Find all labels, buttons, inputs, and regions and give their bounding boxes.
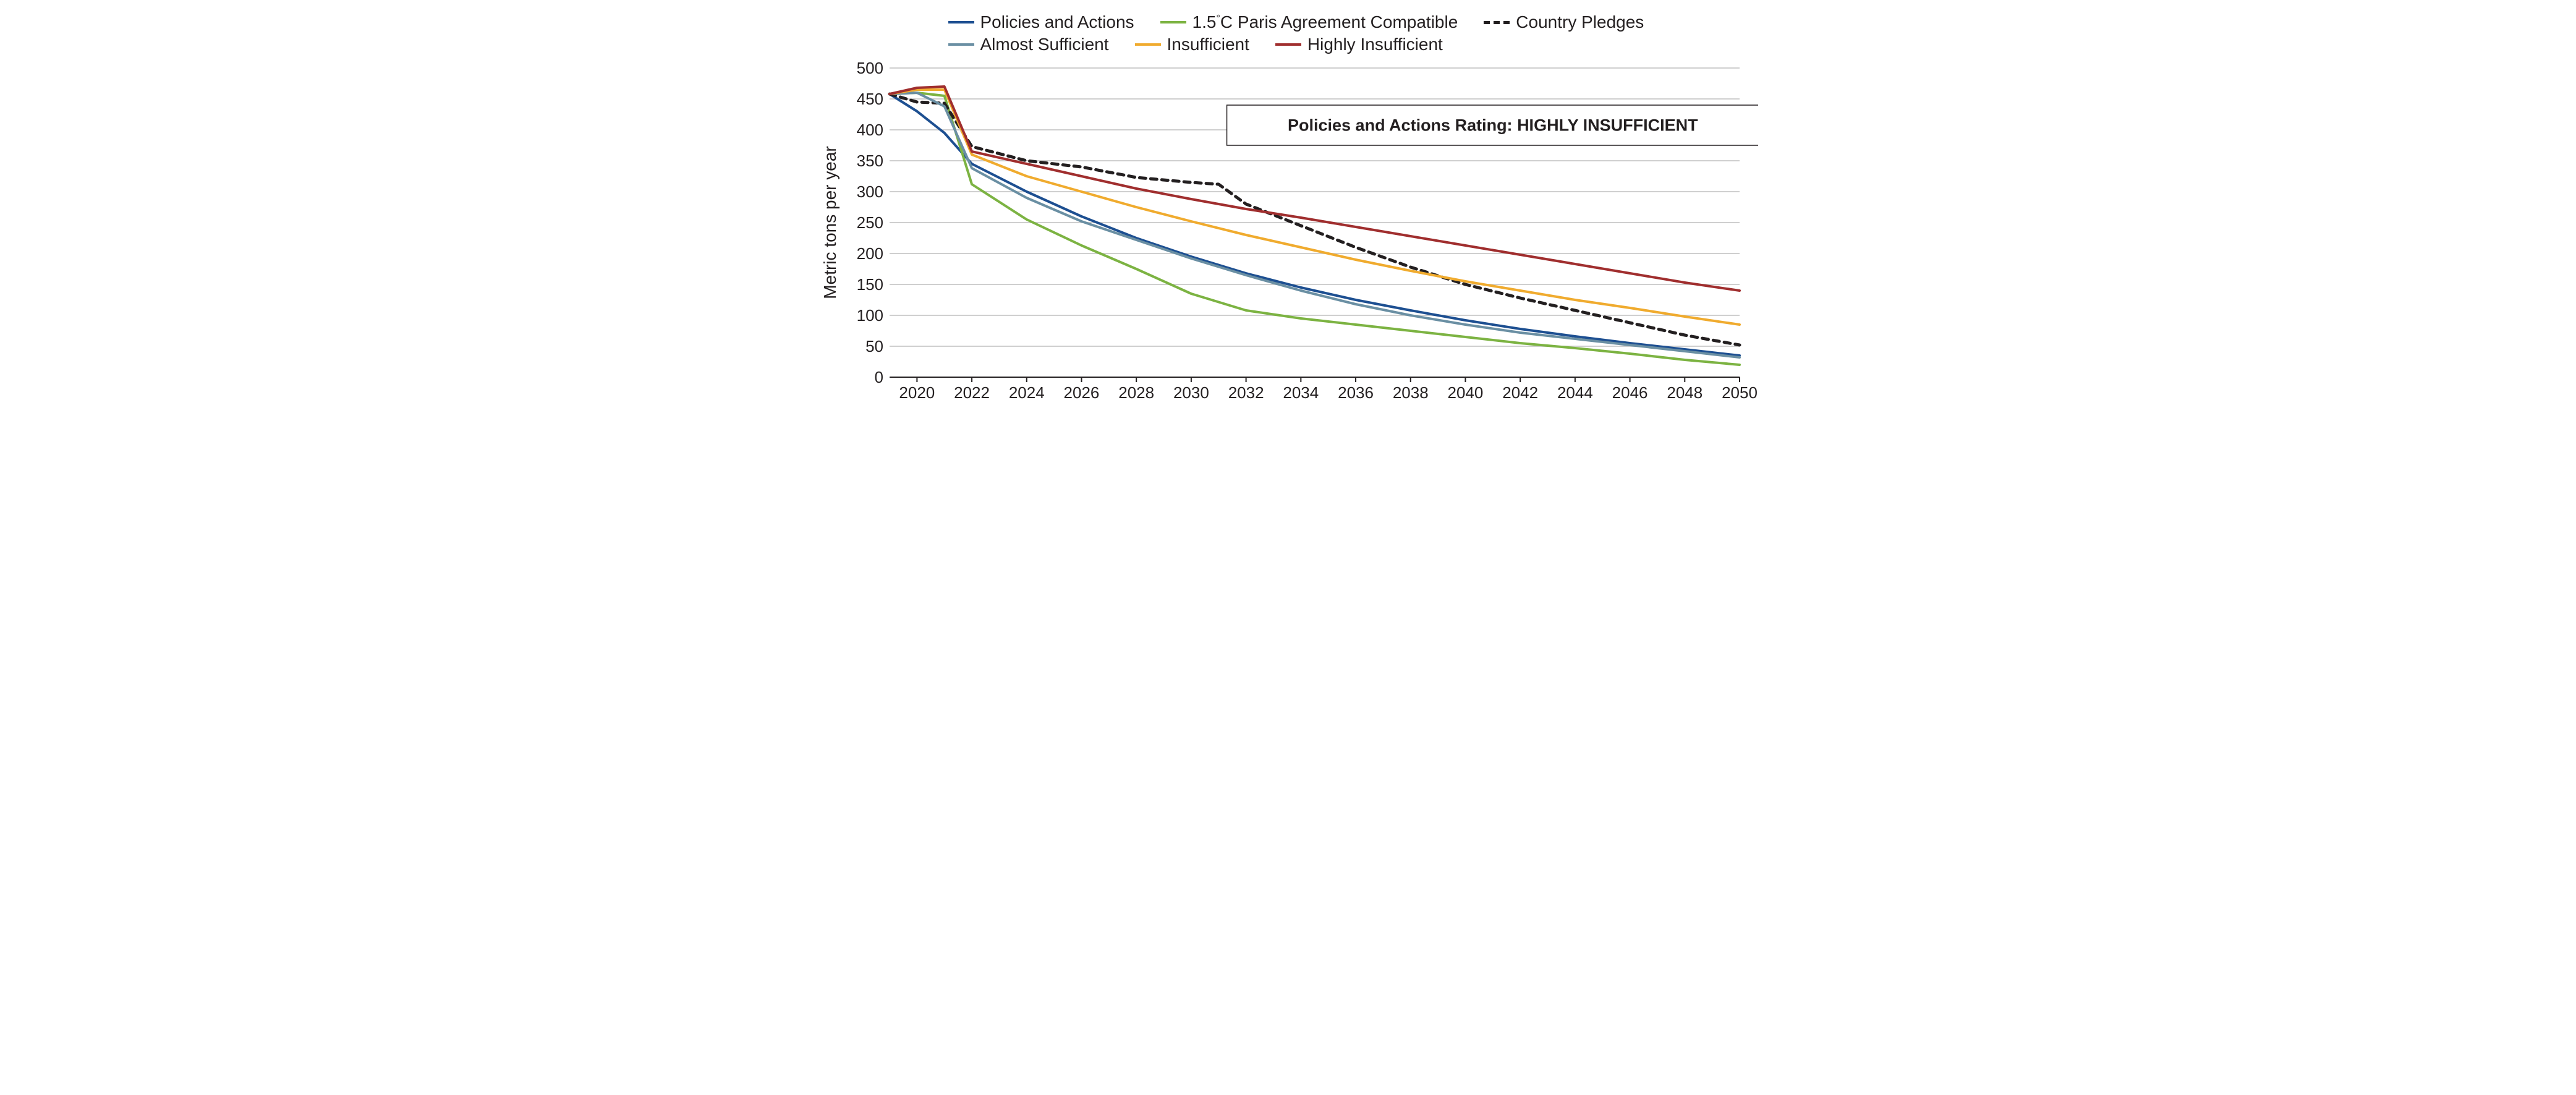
y-tick-label: 300 [856, 182, 883, 201]
y-tick-label: 250 [856, 213, 883, 232]
y-tick-label: 100 [856, 306, 883, 325]
legend-label: Country Pledges [1516, 12, 1644, 32]
x-tick-label: 2034 [1283, 383, 1319, 402]
legend-item-almost_sufficient: Almost Sufficient [948, 35, 1109, 54]
x-tick-label: 2028 [1118, 383, 1154, 402]
legend-label: Policies and Actions [980, 12, 1134, 32]
y-tick-label: 450 [856, 90, 883, 108]
legend-label: 1.5°C Paris Agreement Compatible [1192, 12, 1458, 32]
legend-swatch [1275, 43, 1301, 46]
legend-swatch [948, 21, 974, 23]
x-tick-label: 2046 [1612, 383, 1647, 402]
x-tick-label: 2050 [1722, 383, 1758, 402]
y-tick-label: 500 [856, 62, 883, 77]
legend-swatch [1160, 21, 1186, 23]
legend-label: Almost Sufficient [980, 35, 1109, 54]
x-tick-label: 2042 [1502, 383, 1538, 402]
y-tick-label: 50 [865, 337, 883, 356]
legend-item-country_pledges: Country Pledges [1484, 12, 1644, 32]
y-tick-label: 0 [874, 368, 883, 386]
emissions-line-chart: Policies and Actions 1.5°C Paris Agreemen… [818, 12, 1758, 408]
legend-item-paris_compatible: 1.5°C Paris Agreement Compatible [1160, 12, 1458, 32]
y-tick-label: 350 [856, 151, 883, 170]
x-tick-label: 2038 [1392, 383, 1428, 402]
chart-plot-area: 0 50 100 150 200 250 300 350 400 450 500 2020 2022 20… [818, 62, 1758, 408]
legend-label: Insufficient [1167, 35, 1249, 54]
x-tick-label: 2040 [1447, 383, 1483, 402]
legend-swatch [1484, 21, 1510, 24]
y-tick-label: 400 [856, 121, 883, 139]
legend-label: Highly Insufficient [1307, 35, 1443, 54]
x-tick-label: 2048 [1667, 383, 1702, 402]
legend-item-highly_insufficient: Highly Insufficient [1275, 35, 1443, 54]
x-tick-label: 2036 [1338, 383, 1374, 402]
y-tick-label: 200 [856, 244, 883, 263]
y-tick-label: 150 [856, 275, 883, 294]
x-tick-label: 2030 [1173, 383, 1209, 402]
rating-annotation-text: Policies and Actions Rating: HIGHLY INSU… [1288, 116, 1698, 135]
legend-item-insufficient: Insufficient [1135, 35, 1249, 54]
x-tick-label: 2032 [1228, 383, 1264, 402]
legend-swatch [1135, 43, 1161, 46]
legend-item-policies_actions: Policies and Actions [948, 12, 1134, 32]
x-tick-label: 2024 [1008, 383, 1044, 402]
legend-swatch [948, 43, 974, 46]
x-tick-label: 2044 [1557, 383, 1592, 402]
x-tick-label: 2020 [899, 383, 935, 402]
chart-legend: Policies and Actions 1.5°C Paris Agreemen… [948, 12, 1690, 54]
y-axis-title: Metric tons per year [820, 146, 840, 299]
x-tick-label: 2022 [954, 383, 990, 402]
x-tick-label: 2026 [1063, 383, 1099, 402]
